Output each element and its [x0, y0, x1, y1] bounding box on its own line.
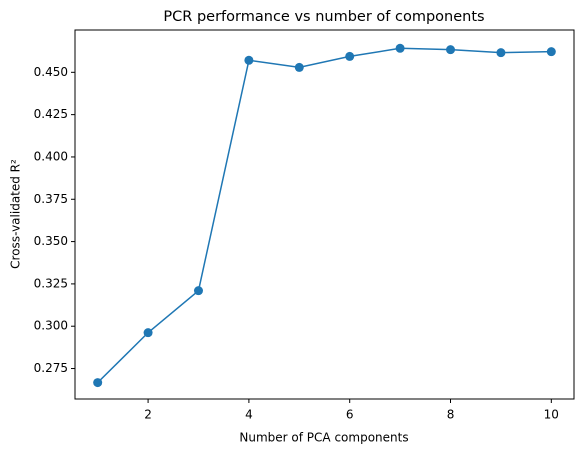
point	[446, 45, 456, 55]
y-axis-label: Cross-validated R²	[9, 159, 23, 269]
point	[193, 286, 203, 296]
x-tick-label: 8	[447, 408, 455, 422]
y-tick-label: 0.350	[34, 234, 68, 248]
point	[143, 328, 153, 338]
point	[395, 43, 405, 53]
point	[546, 47, 556, 57]
x-axis-label: Number of PCA components	[239, 431, 408, 445]
point	[244, 55, 254, 65]
series-line	[97, 47, 552, 384]
point	[294, 62, 304, 72]
x-tick-label: 4	[245, 408, 253, 422]
x-tick-label: 6	[346, 408, 354, 422]
y-tick-label: 0.425	[34, 107, 68, 121]
point	[93, 378, 103, 388]
chart-title: PCR performance vs number of components	[163, 9, 484, 25]
y-tick-label: 0.375	[34, 192, 68, 206]
y-tick-label: 0.275	[34, 361, 68, 375]
plot-frame	[74, 29, 575, 400]
y-tick-label: 0.450	[34, 65, 68, 79]
x-tick-label: 10	[544, 408, 559, 422]
y-tick-label: 0.325	[34, 276, 68, 290]
y-tick-label: 0.400	[34, 149, 68, 163]
point	[496, 48, 506, 58]
x-tick-label: 2	[144, 408, 152, 422]
y-tick-label: 0.300	[34, 319, 68, 333]
point	[345, 51, 355, 61]
